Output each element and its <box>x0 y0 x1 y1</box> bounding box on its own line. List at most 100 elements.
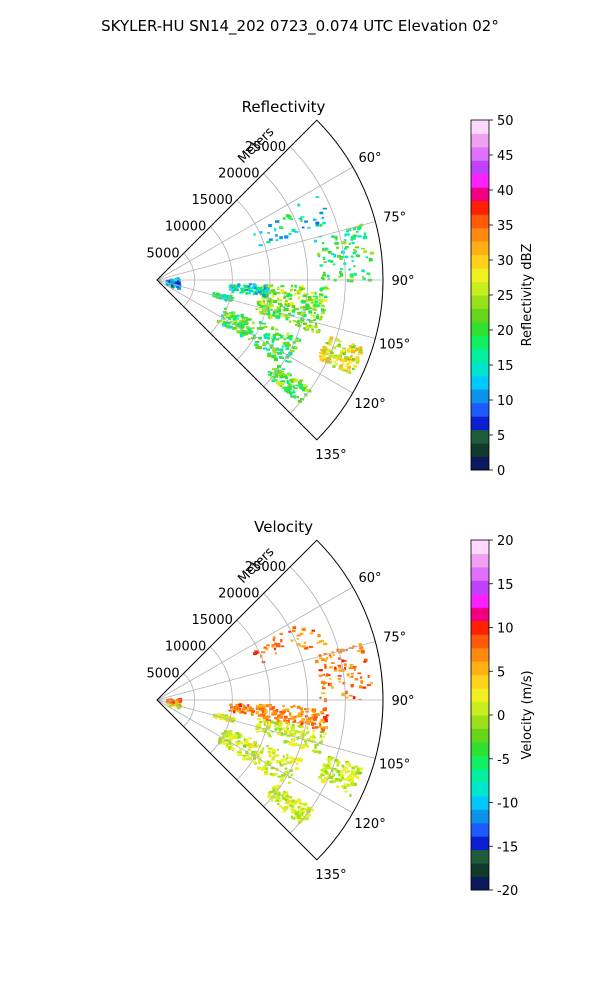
r-tick-label: 15000 <box>192 613 233 628</box>
colorbar-swatch <box>471 674 489 689</box>
figure-title: SKYLER-HU SN14_202 0723_0.074 UTC Elevat… <box>101 17 499 36</box>
theta-tick-label: 135° <box>315 868 346 883</box>
colorbar-swatch <box>471 429 489 444</box>
colorbar-swatch <box>471 308 489 323</box>
colorbar-swatch <box>471 809 489 824</box>
colorbar-swatch <box>471 416 489 431</box>
colorbar-swatch <box>471 876 489 891</box>
reflectivity-panel: Reflectivity 5000 10000 15000 20000 25000 60° 7… <box>147 98 535 479</box>
theta-tick-label: 60° <box>359 151 382 166</box>
colorbar-tick-label: 35 <box>497 219 514 234</box>
sector-outline <box>156 539 384 861</box>
theta-tick-label: 135° <box>315 448 346 463</box>
colorbar-swatch <box>471 173 489 188</box>
colorbar-swatch <box>471 647 489 662</box>
colorbar-swatch <box>471 715 489 729</box>
colorbar-swatch <box>471 321 489 336</box>
colorbar-swatch <box>471 849 489 864</box>
colorbar-tick-label: 15 <box>497 359 514 374</box>
grid-spoke <box>156 279 353 394</box>
colorbar-tick-label: 0 <box>497 709 505 724</box>
colorbar-swatch <box>471 389 489 404</box>
colorbar-swatch <box>471 741 489 756</box>
colorbar-tick-label: 50 <box>497 114 514 129</box>
colorbar-swatch <box>471 402 489 417</box>
colorbar-swatch <box>471 295 489 309</box>
colorbar-tick-label: 25 <box>497 289 514 304</box>
colorbar-tick-label: 40 <box>497 184 514 199</box>
colorbar-swatch <box>471 254 489 269</box>
colorbar: 0 5 10 15 20 25 30 35 40 45 50 Reflectivity dBZ <box>470 114 535 479</box>
colorbar-tick-label: -15 <box>497 840 518 855</box>
colorbar-tick-label: -20 <box>497 884 518 899</box>
grid-spoke <box>156 699 353 814</box>
colorbar-swatch <box>471 187 489 202</box>
colorbar-swatch <box>471 701 489 716</box>
colorbar-swatch <box>471 200 489 215</box>
colorbar-swatch <box>471 688 489 703</box>
colorbar-tick-label: 5 <box>497 665 505 680</box>
colorbar-tick-label: 30 <box>497 254 514 269</box>
theta-tick-label: 75° <box>383 210 406 225</box>
colorbar-swatch <box>471 836 489 851</box>
r-tick-label: 15000 <box>192 193 233 208</box>
colorbar-tick-label: 20 <box>497 324 514 339</box>
colorbar-swatch <box>471 375 489 390</box>
theta-tick-label: 75° <box>383 630 406 645</box>
grid-spoke <box>156 279 376 339</box>
colorbar-label: Reflectivity dBZ <box>520 244 535 347</box>
r-tick-label: 20000 <box>218 166 259 181</box>
panel-title: Velocity <box>254 518 313 536</box>
colorbar-tick-label: -5 <box>497 753 510 768</box>
colorbar-tick-label: 45 <box>497 149 514 164</box>
colorbar-tick-label: 10 <box>497 622 514 637</box>
colorbar-swatch <box>471 146 489 161</box>
colorbar-swatch <box>471 580 489 595</box>
colorbar-swatch <box>471 348 489 363</box>
r-tick-label: 25000 <box>245 560 286 575</box>
theta-tick-label: 105° <box>379 758 410 773</box>
colorbar-swatch <box>471 863 489 878</box>
colorbar-swatch <box>471 566 489 581</box>
sector-outline <box>156 119 384 441</box>
r-tick-label: 10000 <box>165 220 206 235</box>
grid-spoke <box>156 221 376 281</box>
colorbar-swatch <box>471 795 489 810</box>
colorbar-swatch <box>471 782 489 797</box>
colorbar-swatch <box>471 634 489 649</box>
colorbar-swatch <box>471 553 489 568</box>
colorbar: -20 -15 -10 -5 0 5 10 15 20 Velocity (m/s) <box>470 534 535 899</box>
grid-spoke <box>156 166 353 281</box>
grid-spoke <box>156 586 353 701</box>
colorbar-swatch <box>471 362 489 377</box>
r-tick-label: 5000 <box>147 246 180 261</box>
theta-tick-label: 120° <box>354 817 385 832</box>
colorbar-swatch <box>471 661 489 676</box>
colorbar-swatch <box>471 120 489 134</box>
theta-tick-label: 120° <box>354 397 385 412</box>
colorbar-swatch <box>471 456 489 471</box>
theta-tick-label: 105° <box>379 338 410 353</box>
colorbar-swatch <box>471 443 489 458</box>
colorbar-swatch <box>471 160 489 175</box>
colorbar-swatch <box>471 728 489 743</box>
colorbar-swatch <box>471 335 489 350</box>
colorbar-label: Velocity (m/s) <box>520 670 535 759</box>
colorbar-swatch <box>471 755 489 770</box>
colorbar-tick-label: 15 <box>497 578 514 593</box>
r-tick-label: 25000 <box>245 140 286 155</box>
colorbar-tick-label: 0 <box>497 464 505 479</box>
colorbar-swatch <box>471 214 489 229</box>
theta-tick-label: 60° <box>359 571 382 586</box>
colorbar-swatch <box>471 593 489 608</box>
colorbar-swatch <box>471 620 489 635</box>
grid-spoke <box>156 699 376 759</box>
colorbar-swatch <box>471 281 489 296</box>
theta-tick-label: 90° <box>391 694 414 709</box>
colorbar-tick-label: 5 <box>497 429 505 444</box>
panel-title: Reflectivity <box>242 98 326 116</box>
colorbar-swatch <box>471 822 489 837</box>
r-tick-label: 5000 <box>147 666 180 681</box>
grid-spoke <box>156 641 376 701</box>
